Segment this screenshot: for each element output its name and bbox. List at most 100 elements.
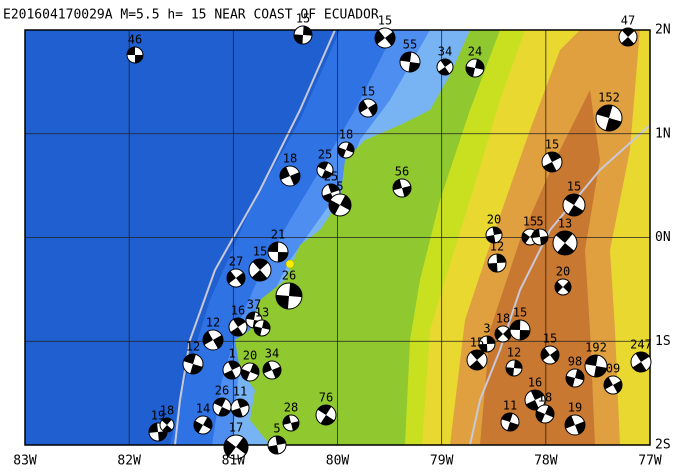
event-label: 24 <box>468 45 482 59</box>
beachball <box>267 241 289 263</box>
event-label: 15 <box>543 332 557 346</box>
event-label: 15 <box>523 215 537 229</box>
beachball-quadrant <box>488 253 506 273</box>
event-label: 15 <box>296 12 310 26</box>
y-label: 1S <box>655 334 671 349</box>
beachball-quadrant <box>223 437 249 457</box>
event-label: 14 <box>196 402 210 416</box>
event-label: 1 <box>228 347 235 361</box>
beachball-quadrant <box>231 398 249 418</box>
beachball-quadrant <box>193 417 213 433</box>
beachball-quadrant <box>393 179 411 197</box>
x-label: 82W <box>117 454 141 469</box>
beachball <box>505 359 523 377</box>
event-label: 15 <box>513 306 527 320</box>
event-label: 15 <box>361 85 375 99</box>
event-label: 56 <box>395 165 409 179</box>
event-label: 16 <box>231 304 245 318</box>
event-label: 47 <box>621 14 635 28</box>
beachball-quadrant <box>328 195 352 215</box>
event-label: 26 <box>282 269 296 283</box>
x-label: 79W <box>430 454 454 469</box>
beachball-quadrant <box>486 226 502 244</box>
beachball-quadrant <box>268 241 288 263</box>
beachball <box>374 27 396 49</box>
beachball <box>230 398 250 418</box>
beachball-quadrant <box>241 363 259 381</box>
beachball-quadrant <box>603 377 623 393</box>
event-label: 20 <box>556 265 570 279</box>
beachball <box>478 335 496 353</box>
beachball-quadrant <box>510 319 530 341</box>
beachball-quadrant <box>400 52 420 72</box>
beachball <box>159 417 175 433</box>
beachball-quadrant <box>596 104 622 132</box>
beachball-quadrant <box>317 161 333 179</box>
beachball-quadrant <box>494 328 512 340</box>
event-label: 26 <box>215 384 229 398</box>
beachball <box>494 325 512 343</box>
beachball <box>126 46 144 64</box>
event-label: 12 <box>490 240 504 254</box>
beachball <box>316 161 334 179</box>
beachball <box>223 434 249 460</box>
event-label: 21 <box>271 228 285 242</box>
event-label: 12 <box>206 316 220 330</box>
beachball <box>509 319 531 341</box>
y-label: 0N <box>655 230 671 245</box>
beachball <box>466 349 488 371</box>
beachball <box>554 278 572 296</box>
beachball-quadrant <box>469 350 485 370</box>
beachball <box>392 178 412 198</box>
beachball <box>267 435 287 455</box>
event-label: 37 <box>247 298 261 312</box>
event-label: 25 <box>318 148 332 162</box>
beachball-quadrant <box>148 423 168 441</box>
event-label: 15 <box>567 180 581 194</box>
epicenter <box>285 259 295 269</box>
event-label: 18 <box>538 391 552 405</box>
beachball-quadrant <box>532 229 548 245</box>
event-label: 13 <box>558 217 572 231</box>
beachball <box>279 165 301 187</box>
event-label: 152 <box>598 91 620 105</box>
event-label: 20 <box>487 213 501 227</box>
beachball-quadrant <box>505 360 523 376</box>
beachball-quadrant <box>465 59 485 77</box>
beachball-quadrant <box>227 270 245 286</box>
beachball <box>487 253 507 273</box>
beachball-quadrant <box>293 26 313 44</box>
beachball <box>212 397 232 417</box>
event-label: 27 <box>229 255 243 269</box>
event-label: 55 <box>403 38 417 52</box>
y-label: 2N <box>655 23 671 38</box>
event-label: 12 <box>507 346 521 360</box>
frame <box>24 29 651 446</box>
x-label: 83W <box>13 454 37 469</box>
beachball-quadrant <box>263 361 281 379</box>
beachball-quadrant <box>564 194 584 216</box>
event-label: 19 <box>151 409 165 423</box>
beachball <box>618 27 638 47</box>
event-label: 12 <box>186 340 200 354</box>
beachball <box>253 319 271 337</box>
event-label: 76 <box>319 391 333 405</box>
event-label: 15 <box>545 138 559 152</box>
beachball <box>531 228 549 246</box>
beachball-quadrant <box>338 142 354 158</box>
beachball-quadrant <box>253 320 271 336</box>
beachball <box>436 58 454 76</box>
beachball <box>226 268 246 288</box>
event-label: 98 <box>568 355 582 369</box>
event-label: 18 <box>283 152 297 166</box>
beachball <box>222 360 242 380</box>
beachball <box>315 404 337 426</box>
beachball-quadrant <box>555 231 575 255</box>
x-label: 77W <box>638 454 662 469</box>
beachball-quadrant <box>282 415 300 431</box>
beachball <box>562 193 586 217</box>
beachball-quadrant <box>501 412 519 432</box>
beachball-quadrant <box>438 58 452 76</box>
beachball <box>248 258 272 282</box>
